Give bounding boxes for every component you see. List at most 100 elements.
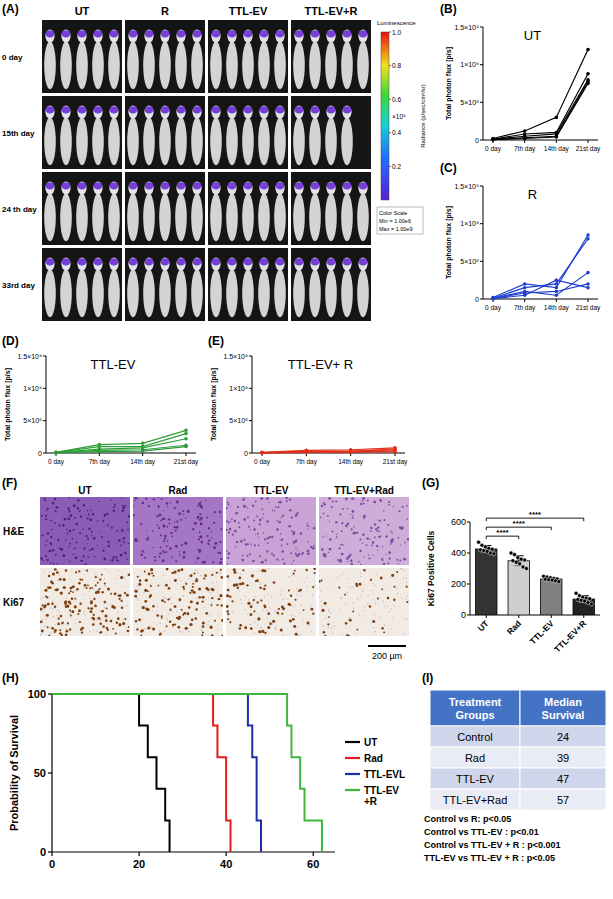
stain-dot bbox=[164, 535, 166, 537]
stain-dot bbox=[208, 544, 210, 546]
stain-dot bbox=[389, 611, 390, 612]
y-axis bbox=[483, 186, 484, 299]
mouse-head bbox=[160, 258, 169, 271]
stain-dot bbox=[372, 572, 373, 573]
stain-dot bbox=[200, 536, 203, 539]
stain-dot bbox=[167, 540, 169, 542]
image-bg bbox=[208, 248, 288, 321]
stain-dot bbox=[182, 514, 183, 515]
stain-dot bbox=[404, 618, 405, 619]
stain-dot bbox=[390, 531, 392, 533]
cell-text: 47 bbox=[557, 773, 569, 785]
stain-dot bbox=[52, 572, 55, 575]
signal bbox=[228, 182, 236, 189]
stain-dot bbox=[74, 605, 77, 608]
series-group bbox=[52, 694, 322, 852]
x-tick-label: 14th day bbox=[130, 458, 156, 466]
table-cell bbox=[520, 726, 606, 747]
stain-dot bbox=[55, 510, 57, 512]
stain-dot bbox=[82, 528, 84, 530]
stain-dot bbox=[202, 596, 205, 599]
x-tick-label: 21st day bbox=[576, 145, 601, 153]
stain-dot bbox=[89, 590, 90, 591]
stain-dot bbox=[282, 635, 283, 636]
stain-dot bbox=[161, 617, 163, 619]
stain-dot bbox=[296, 594, 297, 595]
y-axis bbox=[46, 356, 47, 453]
mouse-head bbox=[310, 182, 319, 195]
stain-dot bbox=[58, 610, 59, 611]
mouse-head bbox=[342, 182, 351, 195]
stain-dot bbox=[338, 587, 340, 589]
stain-dot bbox=[54, 606, 56, 608]
stain-dot bbox=[84, 614, 85, 615]
x-tick-label: 14th day bbox=[338, 458, 364, 466]
stain-dot bbox=[307, 541, 309, 543]
mouse-head bbox=[45, 258, 54, 271]
stain-dot bbox=[174, 521, 176, 523]
stain-dot bbox=[90, 519, 93, 522]
stain-dot bbox=[264, 596, 265, 597]
mouse-body bbox=[92, 269, 104, 317]
stain-dot bbox=[237, 506, 239, 508]
stain-dot bbox=[402, 506, 404, 508]
stain-dot bbox=[80, 510, 82, 512]
stain-dot bbox=[278, 608, 280, 610]
y-tick bbox=[43, 453, 46, 454]
point bbox=[586, 282, 590, 286]
image-bg bbox=[208, 172, 288, 245]
mouse-head bbox=[93, 106, 102, 119]
signal bbox=[161, 30, 169, 37]
image-bg bbox=[42, 248, 122, 321]
stain-dot bbox=[245, 543, 247, 545]
stain-dot bbox=[360, 595, 361, 596]
series-line bbox=[493, 280, 588, 298]
stain-dot bbox=[181, 609, 183, 611]
stain-dot bbox=[195, 608, 197, 610]
stain-dot bbox=[258, 630, 261, 633]
stain-dot bbox=[228, 578, 229, 579]
stain-dot bbox=[40, 634, 41, 635]
stain-dot bbox=[52, 502, 55, 505]
stain-dot bbox=[351, 497, 353, 499]
stain-dot bbox=[351, 586, 352, 587]
stain-dot bbox=[100, 619, 101, 620]
stain-dot bbox=[165, 584, 168, 587]
stain-dot bbox=[387, 562, 389, 564]
x-tick bbox=[588, 140, 589, 143]
stain-dot bbox=[111, 559, 113, 561]
cell-text: TTL-EV+Rad bbox=[443, 794, 508, 806]
stain-dot bbox=[197, 505, 199, 507]
x-tick-label: 0 day bbox=[485, 304, 502, 312]
stain-dot bbox=[363, 610, 364, 611]
stain-dot bbox=[164, 538, 166, 540]
text-line: TTL-EV bbox=[364, 785, 399, 796]
stain-dot bbox=[377, 526, 379, 528]
stain-dot bbox=[115, 556, 117, 558]
mouse-head bbox=[275, 106, 284, 119]
stain-dot bbox=[393, 506, 394, 507]
stain-dot bbox=[117, 594, 118, 595]
stain-dot bbox=[264, 570, 267, 573]
stain-dot bbox=[195, 579, 198, 582]
stain-dot bbox=[340, 544, 342, 546]
stain-dot bbox=[322, 609, 325, 612]
point bbox=[518, 562, 522, 566]
micrograph bbox=[133, 497, 223, 565]
image-bg bbox=[291, 20, 371, 93]
stain-dot bbox=[369, 539, 370, 540]
stain-dot bbox=[264, 538, 266, 540]
stain-dot bbox=[91, 535, 92, 536]
signal bbox=[276, 182, 284, 189]
stain-dot bbox=[98, 617, 101, 620]
x-tick bbox=[51, 852, 52, 856]
stain-dot bbox=[104, 514, 107, 517]
stain-dot bbox=[161, 498, 163, 500]
stain-dot bbox=[78, 582, 81, 585]
mouse-body bbox=[143, 269, 155, 317]
stain-dot bbox=[378, 530, 380, 532]
signal bbox=[311, 30, 319, 37]
x-tick-label: 0 day bbox=[485, 145, 502, 153]
legend-swatch bbox=[345, 773, 360, 775]
mouse-head bbox=[93, 182, 102, 195]
